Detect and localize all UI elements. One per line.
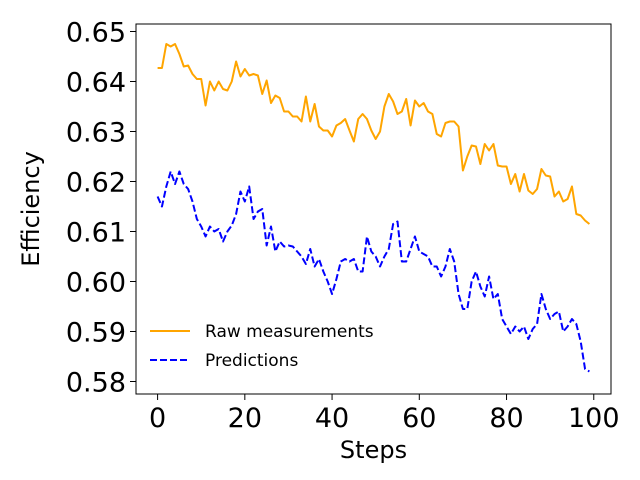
x-tick-label: 100: [568, 403, 620, 434]
x-tick-label: 40: [315, 403, 349, 434]
plot-frame: [135, 23, 612, 395]
series-layer: [156, 43, 591, 373]
y-axis-ticks: 0.58 0.59 0.60 0.61 0.62 0.63 0.64 0.65: [66, 18, 136, 399]
y-tick-label: 0.61: [66, 218, 126, 249]
series-line-predictions: [156, 170, 590, 373]
x-axis-label: Steps: [340, 436, 407, 464]
legend: Raw measurements Predictions: [150, 322, 374, 371]
series-line-raw-measurements: [157, 43, 591, 225]
x-tick-label: 80: [489, 403, 523, 434]
x-tick-label: 20: [228, 403, 262, 434]
y-tick-label: 0.65: [66, 18, 126, 49]
x-axis-ticks: 0 20 40 60 80 100: [149, 394, 620, 434]
y-tick-label: 0.60: [66, 268, 126, 299]
y-axis-label: Efficiency: [17, 151, 45, 267]
y-tick-label: 0.62: [66, 168, 126, 199]
legend-label: Raw measurements: [205, 322, 374, 342]
y-tick-label: 0.63: [66, 118, 126, 149]
y-tick-label: 0.58: [66, 368, 126, 399]
y-tick-label: 0.59: [66, 318, 126, 349]
x-tick-label: 60: [402, 403, 436, 434]
legend-label: Predictions: [205, 351, 298, 371]
y-tick-label: 0.64: [66, 68, 126, 99]
x-tick-label: 0: [149, 403, 166, 434]
